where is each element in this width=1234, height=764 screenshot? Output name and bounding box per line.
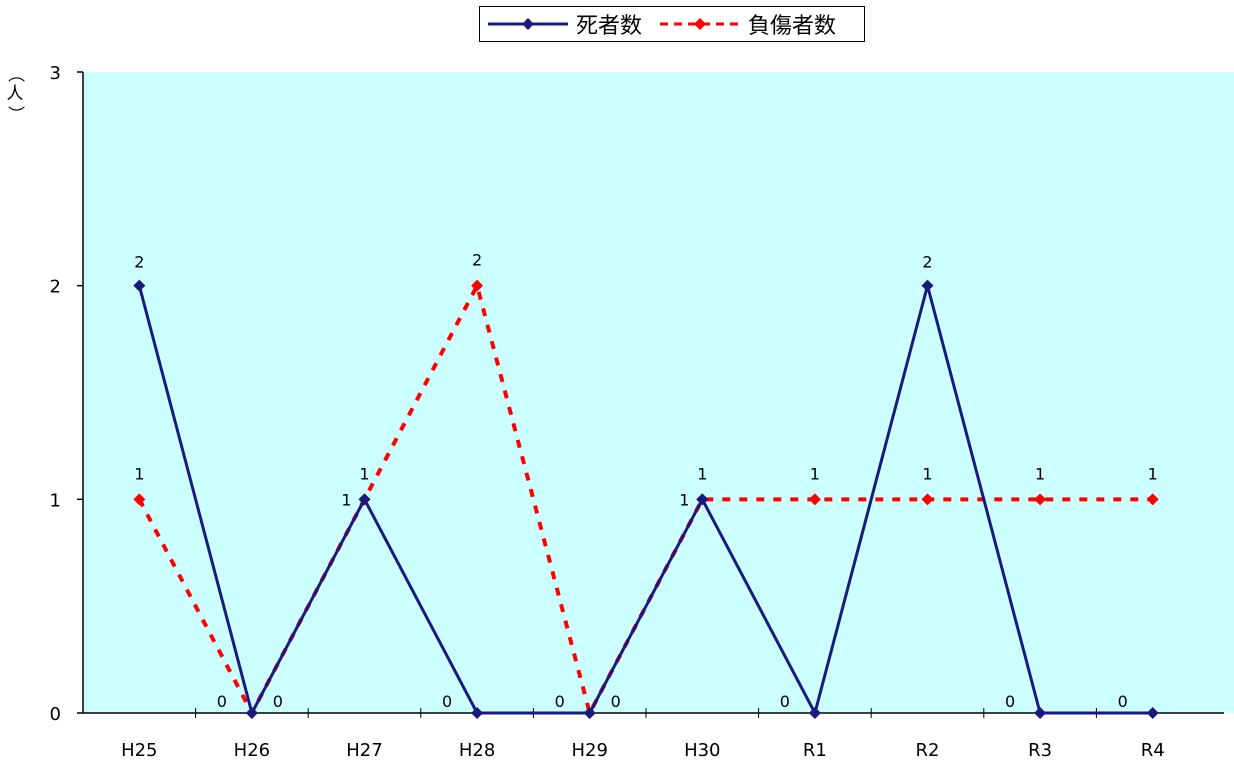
x-tick-label: R1 bbox=[803, 740, 827, 761]
legend-label-deaths: 死者数 bbox=[576, 14, 643, 39]
y-tick-label: 2 bbox=[50, 277, 61, 298]
y-axis-label-open-paren: （ bbox=[5, 65, 25, 83]
data-point-marker bbox=[133, 279, 146, 292]
data-point-marker bbox=[358, 493, 371, 506]
data-point-marker bbox=[133, 493, 146, 506]
data-point-marker bbox=[1146, 707, 1159, 719]
data-point-marker bbox=[921, 279, 934, 292]
data-label-deaths: 0 bbox=[780, 692, 790, 711]
series-layer bbox=[133, 279, 1159, 719]
axes: 0 1 2 3 H25 H26 H27 H28 H29 H30 R1 R2 R3 R4 bbox=[50, 63, 1224, 761]
data-point-marker bbox=[245, 707, 258, 719]
x-tick-label: H30 bbox=[684, 740, 720, 761]
legend-item-deaths: 死者数 bbox=[486, 7, 642, 41]
x-tick-label: H25 bbox=[121, 740, 157, 761]
data-point-marker bbox=[808, 707, 821, 719]
data-label-deaths: 0 bbox=[442, 692, 452, 711]
data-label-injured: 1 bbox=[1148, 464, 1158, 483]
data-point-marker bbox=[1146, 493, 1159, 506]
data-label-injured: 0 bbox=[611, 692, 621, 711]
legend-line-dashed-icon bbox=[660, 18, 740, 30]
legend-item-injured: 負傷者数 bbox=[658, 7, 836, 41]
data-label-deaths: 1 bbox=[341, 490, 351, 509]
x-tick-label: H28 bbox=[459, 740, 495, 761]
data-label-injured: 1 bbox=[697, 464, 707, 483]
x-tick-label: R2 bbox=[916, 740, 940, 761]
data-label-deaths: 0 bbox=[1005, 692, 1015, 711]
data-label-injured: 2 bbox=[472, 251, 482, 270]
data-point-marker bbox=[1034, 707, 1047, 719]
legend-label-injured: 負傷者数 bbox=[748, 14, 837, 39]
data-label-deaths: 0 bbox=[217, 692, 227, 711]
data-label-injured: 1 bbox=[922, 464, 932, 483]
y-axis-label-unit: 人 bbox=[6, 84, 24, 104]
series-line-0 bbox=[137, 279, 1153, 718]
data-point-marker bbox=[921, 493, 934, 506]
data-point-marker bbox=[471, 707, 484, 719]
data-label-deaths: 1 bbox=[679, 490, 689, 509]
x-tick-label: H27 bbox=[346, 740, 382, 761]
y-tick-label: 3 bbox=[50, 63, 61, 84]
data-label-injured: 1 bbox=[810, 464, 820, 483]
data-label-deaths: 2 bbox=[134, 253, 144, 272]
data-label-deaths: 2 bbox=[922, 253, 932, 272]
legend: 死者数 負傷者数 bbox=[479, 6, 865, 42]
x-tick-label: R3 bbox=[1028, 740, 1052, 761]
data-label-injured: 0 bbox=[273, 692, 283, 711]
data-label-injured: 1 bbox=[1035, 464, 1045, 483]
data-label-deaths: 0 bbox=[555, 692, 565, 711]
plot-area bbox=[83, 72, 1234, 713]
data-label-deaths: 0 bbox=[1118, 692, 1128, 711]
y-tick-label: 0 bbox=[50, 704, 61, 725]
data-label-injured: 1 bbox=[359, 464, 369, 483]
data-point-marker bbox=[1034, 493, 1047, 506]
y-tick-label: 1 bbox=[50, 490, 61, 511]
data-label-injured: 1 bbox=[134, 464, 144, 483]
y-axis-label: （ 人 ） bbox=[4, 64, 26, 124]
x-tick-label: R4 bbox=[1141, 740, 1165, 761]
data-point-marker bbox=[471, 279, 484, 292]
data-point-marker bbox=[808, 493, 821, 506]
legend-line-solid-icon bbox=[488, 18, 568, 30]
x-tick-label: H26 bbox=[234, 740, 270, 761]
data-point-marker bbox=[583, 707, 596, 719]
y-axis-label-close-paren: ） bbox=[5, 105, 25, 123]
x-tick-label: H29 bbox=[571, 740, 607, 761]
data-point-marker bbox=[696, 493, 709, 506]
